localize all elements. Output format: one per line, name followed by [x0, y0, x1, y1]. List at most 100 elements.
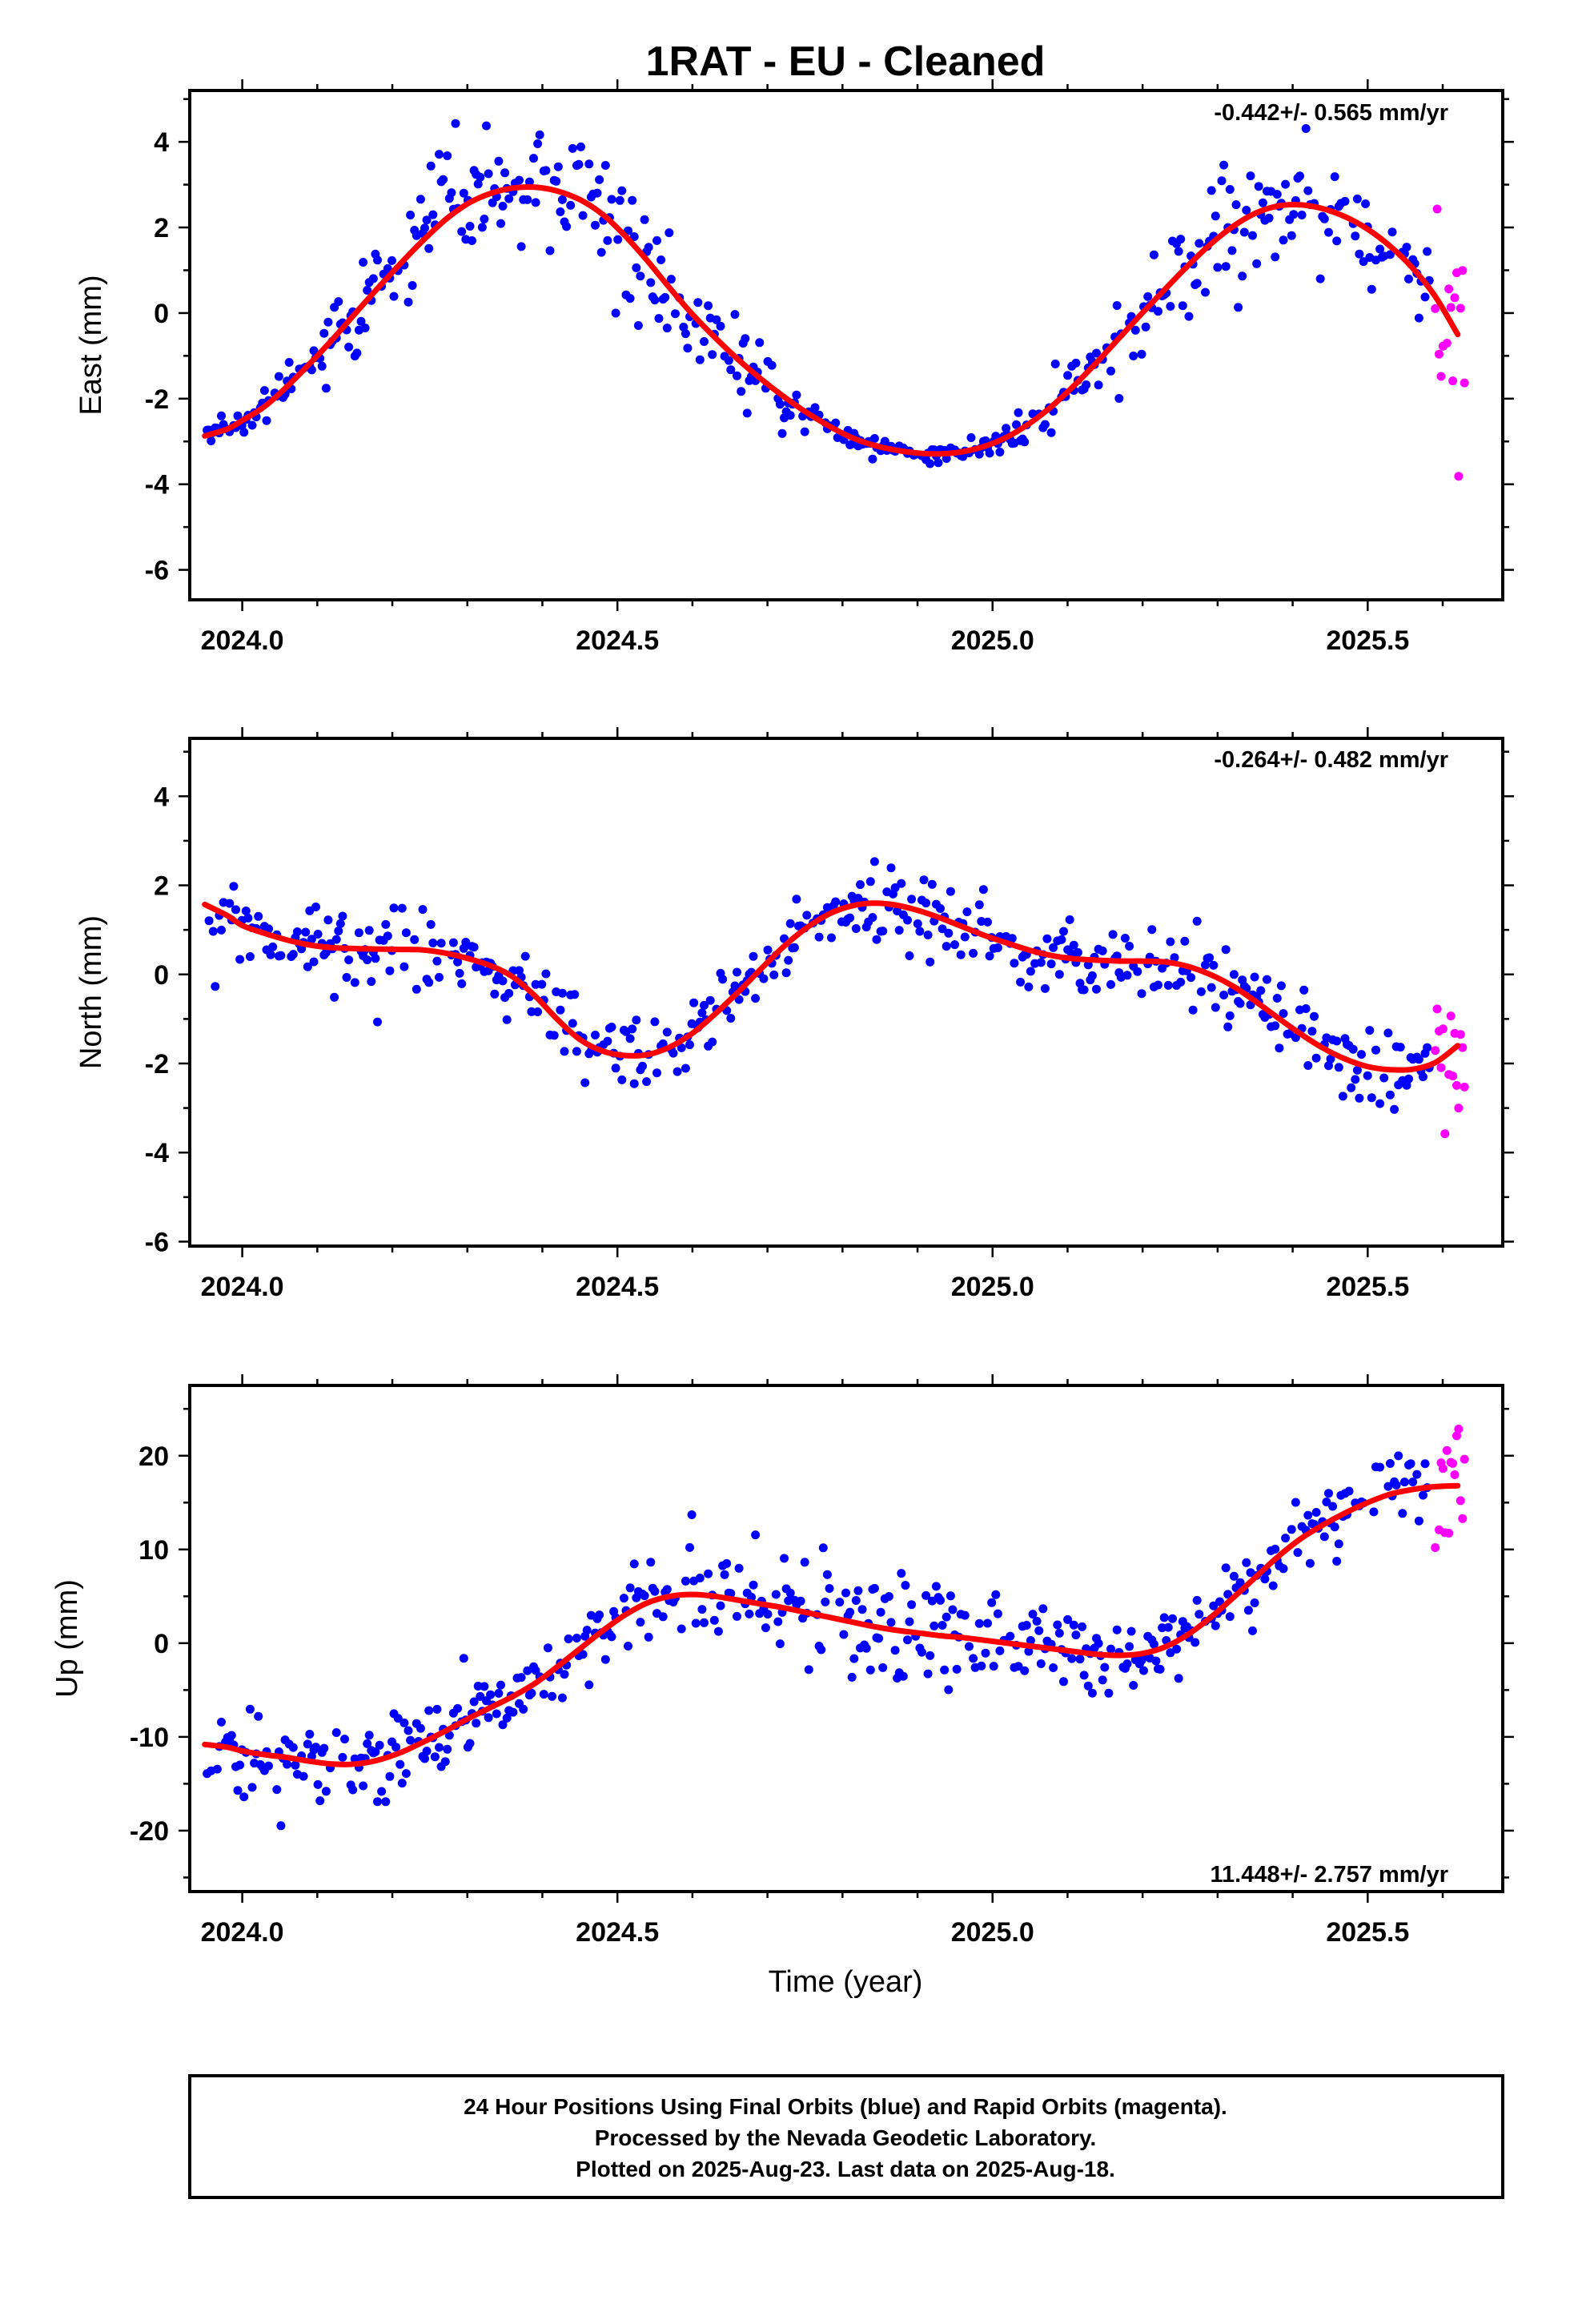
east-final-point [321, 384, 331, 393]
east-final-point [1225, 185, 1235, 194]
north-final-point [350, 978, 359, 987]
up-final-point [1328, 1502, 1338, 1511]
north-final-point [1186, 973, 1196, 983]
north-fit-line [202, 900, 1461, 1073]
up-final-point [331, 1728, 341, 1737]
up-final-point [1195, 1610, 1204, 1619]
up-final-point [1098, 1675, 1107, 1685]
up-y-tick-label: -10 [130, 1723, 169, 1753]
north-final-point [292, 927, 302, 936]
east-final-point [1355, 249, 1364, 259]
north-final-point [827, 933, 836, 943]
up-final-point [283, 1759, 292, 1769]
north-final-point [383, 931, 392, 941]
north-final-point [549, 1031, 559, 1040]
east-rapid-point [1456, 304, 1465, 313]
north-final-point [424, 978, 434, 987]
up-final-point [720, 1570, 729, 1579]
north-final-point [1375, 1099, 1385, 1108]
north-final-point [1301, 1004, 1311, 1013]
north-final-point [1365, 1026, 1375, 1035]
north-final-point [611, 1063, 620, 1073]
east-final-point [1279, 235, 1288, 245]
east-final-point [1289, 210, 1299, 219]
north-final-point [978, 885, 988, 895]
up-final-point [1398, 1509, 1407, 1518]
up-final-point [662, 1585, 672, 1594]
north-final-point [1419, 1072, 1427, 1082]
north-final-point [1303, 1061, 1313, 1070]
east-final-point [1176, 235, 1186, 244]
east-final-point [636, 271, 645, 281]
up-final-point [1028, 1610, 1038, 1619]
east-final-point [1264, 213, 1274, 223]
up-final-point [1385, 1459, 1395, 1468]
north-final-point [410, 935, 420, 944]
north-final-point [1049, 943, 1058, 952]
up-final-point [926, 1651, 935, 1660]
up-final-point [1151, 1656, 1161, 1666]
north-final-point [962, 907, 972, 917]
east-final-point [1213, 263, 1223, 272]
east-final-point [233, 411, 243, 420]
up-final-point [1305, 1558, 1315, 1568]
east-y-tick-label: -6 [145, 556, 169, 586]
north-final-point [1211, 1003, 1220, 1012]
north-final-point [371, 954, 380, 963]
north-final-point [923, 931, 933, 939]
up-final-point [987, 1598, 997, 1607]
north-final-point [845, 913, 855, 923]
east-final-point [443, 151, 452, 160]
east-final-point [1361, 199, 1371, 208]
north-final-point [1225, 1011, 1235, 1020]
up-final-point [375, 1740, 384, 1750]
north-rapid-point [1454, 1104, 1464, 1113]
up-final-point [321, 1787, 331, 1796]
up-final-point [1319, 1532, 1329, 1542]
north-final-point [385, 966, 395, 975]
east-final-point [1130, 325, 1140, 335]
north-final-point [759, 974, 769, 983]
east-final-point [516, 242, 526, 251]
up-final-point [946, 1591, 955, 1601]
up-final-point [1279, 1564, 1288, 1574]
east-final-point [584, 159, 594, 169]
north-final-point [1371, 1045, 1380, 1055]
east-y-tick-label: -4 [145, 470, 169, 501]
north-final-point [1423, 1043, 1432, 1052]
up-final-point [1215, 1597, 1224, 1606]
up-final-point [921, 1590, 931, 1600]
east-rapid-point [1448, 376, 1458, 386]
up-x-tick-label: 2024.5 [576, 1917, 659, 1948]
east-final-point [498, 201, 508, 211]
north-final-point [1348, 1044, 1358, 1054]
up-final-point [319, 1743, 329, 1753]
up-fit-line [202, 1482, 1461, 1767]
north-final-point [872, 935, 881, 944]
east-final-point [531, 198, 540, 207]
up-final-point [845, 1607, 855, 1617]
up-final-point [1125, 1642, 1134, 1651]
up-final-point [469, 1697, 479, 1707]
up-final-point [1034, 1626, 1044, 1635]
up-final-point [276, 1821, 286, 1831]
up-final-point [869, 1583, 879, 1593]
up-final-point [704, 1569, 713, 1578]
north-final-point [1256, 986, 1266, 995]
up-final-point [1391, 1480, 1401, 1490]
east-final-point [1149, 250, 1158, 259]
up-final-point [1083, 1681, 1093, 1691]
north-final-point [673, 1067, 682, 1076]
east-final-point [1340, 196, 1350, 206]
up-final-point [391, 1743, 401, 1752]
footer-box [188, 2074, 1504, 2199]
north-final-point [1250, 972, 1259, 982]
up-final-point [1242, 1558, 1251, 1567]
east-final-point [1063, 371, 1073, 380]
up-final-point [1223, 1590, 1233, 1599]
up-final-point [311, 1743, 320, 1752]
east-final-point [1106, 366, 1115, 376]
east-final-point [869, 434, 879, 443]
up-final-point [983, 1618, 992, 1628]
east-final-point [1154, 307, 1162, 316]
